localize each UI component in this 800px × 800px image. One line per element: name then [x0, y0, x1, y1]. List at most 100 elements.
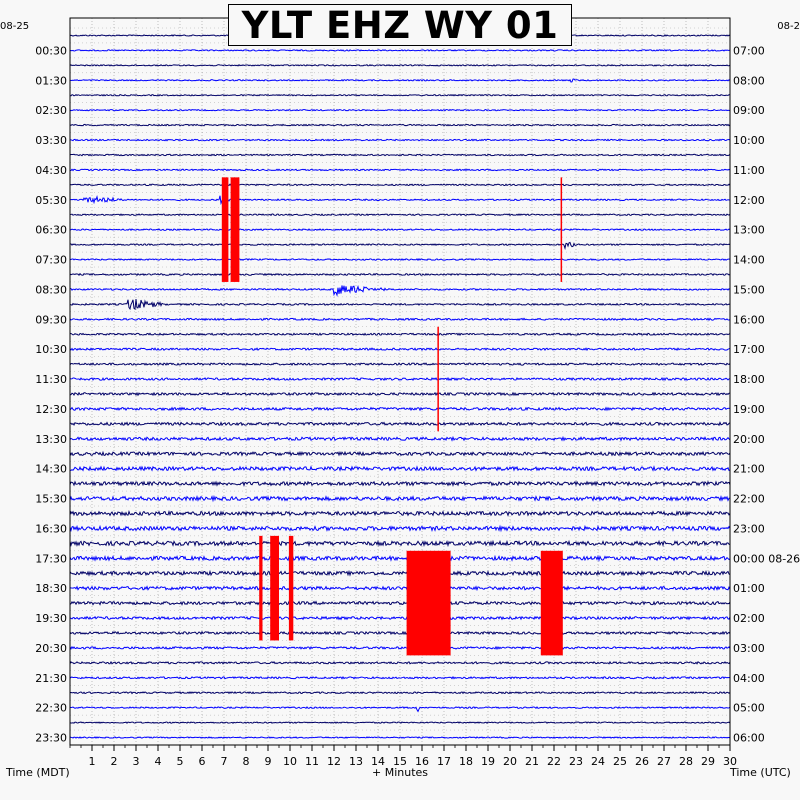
- left-time-label: 15:30: [35, 493, 67, 506]
- left-time-label: 00:30: [35, 44, 67, 57]
- grid-lines: [70, 18, 731, 746]
- left-time-label: 16:30: [35, 522, 67, 535]
- x-tick-label: 19: [481, 755, 495, 768]
- x-tick-label: 27: [657, 755, 671, 768]
- seismic-trace: [69, 691, 731, 695]
- seismic-trace: [69, 494, 731, 503]
- right-time-label: 17:00: [733, 343, 765, 356]
- start-date-left: 08-25: [0, 21, 30, 32]
- seismic-trace: [69, 554, 731, 563]
- x-tick-label: 15: [393, 755, 407, 768]
- x-tick-label: 18: [459, 755, 473, 768]
- seismic-trace: [69, 435, 731, 442]
- x-tick-label: 4: [155, 755, 162, 768]
- clipped-signal-block: [270, 535, 279, 641]
- right-time-label: 04:00: [733, 672, 765, 685]
- seismic-trace: [69, 49, 731, 52]
- x-tick-label: 11: [305, 755, 319, 768]
- right-time-label: 14:00: [733, 254, 765, 267]
- clipped-signal-block: [221, 177, 229, 282]
- start-date-right: 08-2: [777, 21, 800, 32]
- x-axis-label: + Minutes: [372, 766, 429, 779]
- right-time-label: 11:00: [733, 164, 765, 177]
- left-time-label: 11:30: [35, 373, 67, 386]
- clipped-signal-block: [259, 535, 263, 641]
- seismic-trace: [69, 524, 731, 533]
- left-time-label: 23:30: [35, 732, 67, 745]
- seismic-trace: [69, 465, 731, 472]
- right-time-label: 00:00 08-26: [733, 552, 800, 565]
- right-time-label: 23:00: [733, 522, 765, 535]
- right-time-label: 12:00: [733, 194, 765, 207]
- seismic-trace: [69, 585, 731, 592]
- seismic-trace: [69, 241, 731, 251]
- x-tick-label: 30: [723, 755, 737, 768]
- chart-title: YLT EHZ WY 01: [228, 4, 572, 47]
- x-tick-label: 9: [265, 755, 272, 768]
- left-time-label: 09:30: [35, 313, 67, 326]
- seismic-trace: [69, 660, 731, 665]
- right-time-label: 13:00: [733, 224, 765, 237]
- seismic-trace: [69, 675, 731, 680]
- left-time-label: 07:30: [35, 254, 67, 267]
- x-tick-label: 5: [177, 755, 184, 768]
- left-time-label: 22:30: [35, 702, 67, 715]
- seismic-trace: [69, 194, 731, 206]
- x-tick-label: 16: [415, 755, 429, 768]
- x-tick-label: 26: [635, 755, 649, 768]
- clipped-signal-block: [230, 177, 240, 282]
- right-time-label: 15:00: [733, 283, 765, 296]
- seismic-trace: [69, 645, 731, 651]
- seismic-trace: [69, 284, 731, 298]
- left-time-label: 05:30: [35, 194, 67, 207]
- right-time-label: 21:00: [733, 463, 765, 476]
- seismic-trace: [69, 123, 731, 127]
- seismic-trace: [69, 509, 731, 517]
- x-tick-label: 1: [89, 755, 96, 768]
- seismic-trace: [69, 93, 731, 97]
- left-time-label: 19:30: [35, 612, 67, 625]
- right-time-label: 08:00: [733, 74, 765, 87]
- seismic-trace: [69, 539, 731, 548]
- x-tick-label: 12: [327, 755, 341, 768]
- right-time-label: 01:00: [733, 582, 765, 595]
- seismic-trace: [69, 299, 731, 311]
- x-tick-label: 21: [525, 755, 539, 768]
- right-time-label: 20:00: [733, 433, 765, 446]
- x-tick-label: 6: [199, 755, 206, 768]
- right-time-label: 19:00: [733, 403, 765, 416]
- seismic-trace: [69, 615, 731, 621]
- seismogram-traces: [69, 34, 731, 739]
- seismic-trace: [69, 64, 731, 67]
- right-time-label: 07:00: [733, 44, 765, 57]
- x-tick-label: 13: [349, 755, 363, 768]
- seismic-trace: [69, 138, 731, 142]
- seismic-trace: [69, 450, 731, 457]
- clipped-signal-block: [406, 550, 451, 656]
- x-tick-label: 14: [371, 755, 385, 768]
- seismic-trace: [69, 376, 731, 382]
- x-tick-label: 28: [679, 755, 693, 768]
- left-time-label: 20:30: [35, 642, 67, 655]
- seismic-trace: [69, 183, 731, 187]
- right-time-label: 22:00: [733, 493, 765, 506]
- x-tick-label: 17: [437, 755, 451, 768]
- right-time-label: 02:00: [733, 612, 765, 625]
- left-time-label: 17:30: [35, 552, 67, 565]
- seismic-trace: [69, 569, 731, 577]
- clipped-segments: [221, 177, 563, 656]
- seismic-trace: [69, 168, 731, 172]
- x-tick-label: 3: [133, 755, 140, 768]
- x-tick-label: 20: [503, 755, 517, 768]
- x-tick-label: 29: [701, 755, 715, 768]
- seismic-trace: [70, 421, 731, 427]
- right-time-label: 18:00: [733, 373, 765, 386]
- seismic-trace: [69, 347, 731, 352]
- clipped-signal-block: [560, 177, 563, 282]
- x-tick-label: 24: [591, 755, 605, 768]
- clipped-signal-block: [288, 535, 294, 641]
- right-time-label: 06:00: [733, 732, 765, 745]
- left-time-label: 12:30: [35, 403, 67, 416]
- seismic-trace: [69, 332, 731, 337]
